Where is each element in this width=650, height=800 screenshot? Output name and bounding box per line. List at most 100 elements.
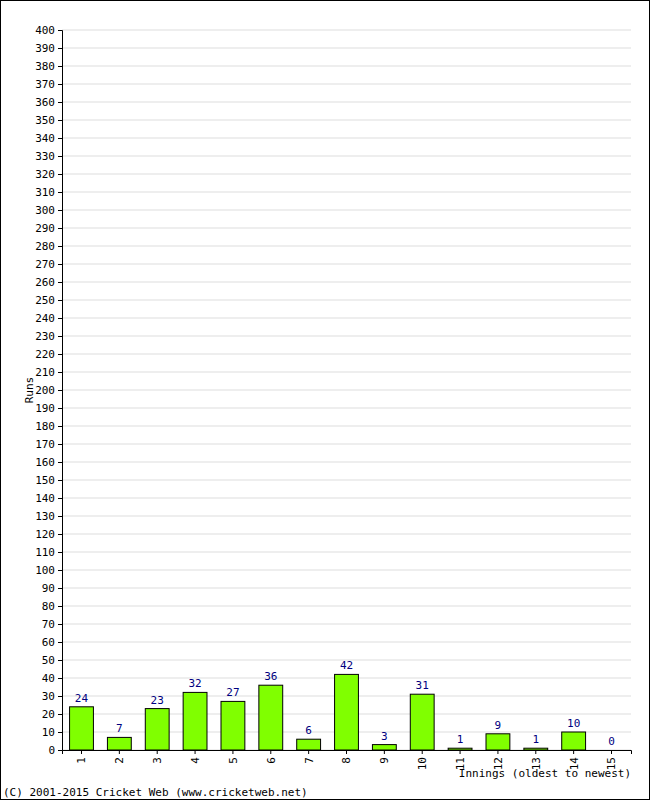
grid-line (62, 498, 631, 499)
y-tick-label: 220 (35, 348, 55, 361)
x-tick: 2 (113, 750, 126, 764)
bar (486, 734, 510, 750)
data-label: 24 (75, 692, 89, 705)
x-tick: 6 (265, 750, 278, 764)
x-tick-mark (270, 750, 271, 754)
y-tick-mark (58, 570, 62, 571)
x-tick: 3 (151, 750, 164, 764)
y-tick-label: 240 (35, 312, 55, 325)
x-tick-label: 3 (151, 757, 164, 764)
y-tick-mark (58, 48, 62, 49)
data-label: 1 (532, 733, 539, 746)
y-tick-mark (58, 696, 62, 697)
y-tick-label: 120 (35, 528, 55, 541)
x-tick: 5 (227, 750, 240, 764)
y-tick: 290 (35, 222, 62, 235)
data-label: 32 (188, 677, 201, 690)
y-tick-label: 350 (35, 114, 55, 127)
grid-line (62, 174, 631, 175)
y-tick: 150 (35, 474, 62, 487)
bar (183, 692, 207, 750)
grid-line (62, 156, 631, 157)
page-frame (1, 1, 650, 800)
grid-line (62, 138, 631, 139)
y-tick-label: 170 (35, 438, 55, 451)
y-tick-label: 130 (35, 510, 55, 523)
y-tick: 20 (42, 708, 62, 721)
x-tick: 4 (189, 750, 202, 764)
y-tick-label: 280 (35, 240, 55, 253)
data-label: 36 (264, 670, 277, 683)
y-tick-label: 390 (35, 42, 55, 55)
x-tick-mark (119, 750, 120, 754)
y-tick-label: 20 (42, 708, 55, 721)
y-tick-mark (58, 102, 62, 103)
data-label: 6 (305, 724, 312, 737)
y-tick-label: 400 (35, 24, 55, 37)
y-tick-mark (58, 750, 62, 751)
x-axis-title: Innings (oldest to newest) (459, 767, 631, 780)
y-tick-label: 190 (35, 402, 55, 415)
y-tick-mark (58, 606, 62, 607)
y-tick-label: 50 (42, 654, 55, 667)
y-tick-mark (58, 192, 62, 193)
y-tick: 310 (35, 186, 62, 199)
x-tick-mark (535, 750, 536, 754)
bar (524, 748, 548, 750)
y-tick: 220 (35, 348, 62, 361)
x-tick-mark (346, 750, 347, 754)
y-tick-mark (58, 30, 62, 31)
y-tick-mark (58, 246, 62, 247)
y-tick-mark (58, 498, 62, 499)
x-tick-mark (308, 750, 309, 754)
x-tick-mark (611, 750, 612, 754)
y-tick: 260 (35, 276, 62, 289)
y-tick: 210 (35, 366, 62, 379)
y-tick: 160 (35, 456, 62, 469)
x-tick-mark (422, 750, 423, 754)
grid-line (62, 48, 631, 49)
grid-line (62, 300, 631, 301)
y-tick: 370 (35, 78, 62, 91)
y-tick-label: 100 (35, 564, 55, 577)
y-tick-mark (58, 588, 62, 589)
y-tick-label: 70 (42, 618, 55, 631)
y-tick: 10 (42, 726, 62, 739)
y-tick-label: 0 (48, 744, 55, 757)
x-tick-mark (497, 750, 498, 754)
grid-line (62, 102, 631, 103)
y-tick: 50 (42, 654, 62, 667)
x-axis-line (63, 751, 632, 755)
y-tick-mark (58, 624, 62, 625)
y-tick: 320 (35, 168, 62, 181)
y-tick-label: 270 (35, 258, 55, 271)
grid-line (62, 426, 631, 427)
y-tick: 340 (35, 132, 62, 145)
y-tick-mark (58, 516, 62, 517)
y-tick: 190 (35, 402, 62, 415)
data-label: 9 (495, 719, 502, 732)
data-label: 10 (567, 717, 580, 730)
y-tick-label: 180 (35, 420, 55, 433)
y-tick: 100 (35, 564, 62, 577)
y-tick-label: 200 (35, 384, 55, 397)
data-label: 23 (151, 694, 164, 707)
y-tick-label: 320 (35, 168, 55, 181)
y-tick-label: 150 (35, 474, 55, 487)
grid-line (62, 372, 631, 373)
y-tick-label: 380 (35, 60, 55, 73)
y-tick-label: 80 (42, 600, 55, 613)
data-label: 3 (381, 730, 388, 743)
y-tick: 350 (35, 114, 62, 127)
x-tick-mark (573, 750, 574, 754)
y-tick: 110 (35, 546, 62, 559)
x-tick: 8 (340, 750, 353, 764)
y-tick-label: 290 (35, 222, 55, 235)
y-tick: 60 (42, 636, 62, 649)
grid-line (62, 84, 631, 85)
y-tick: 0 (48, 744, 62, 757)
y-tick-mark (58, 318, 62, 319)
y-tick-label: 330 (35, 150, 55, 163)
data-label: 31 (416, 679, 429, 692)
bar (410, 694, 434, 750)
